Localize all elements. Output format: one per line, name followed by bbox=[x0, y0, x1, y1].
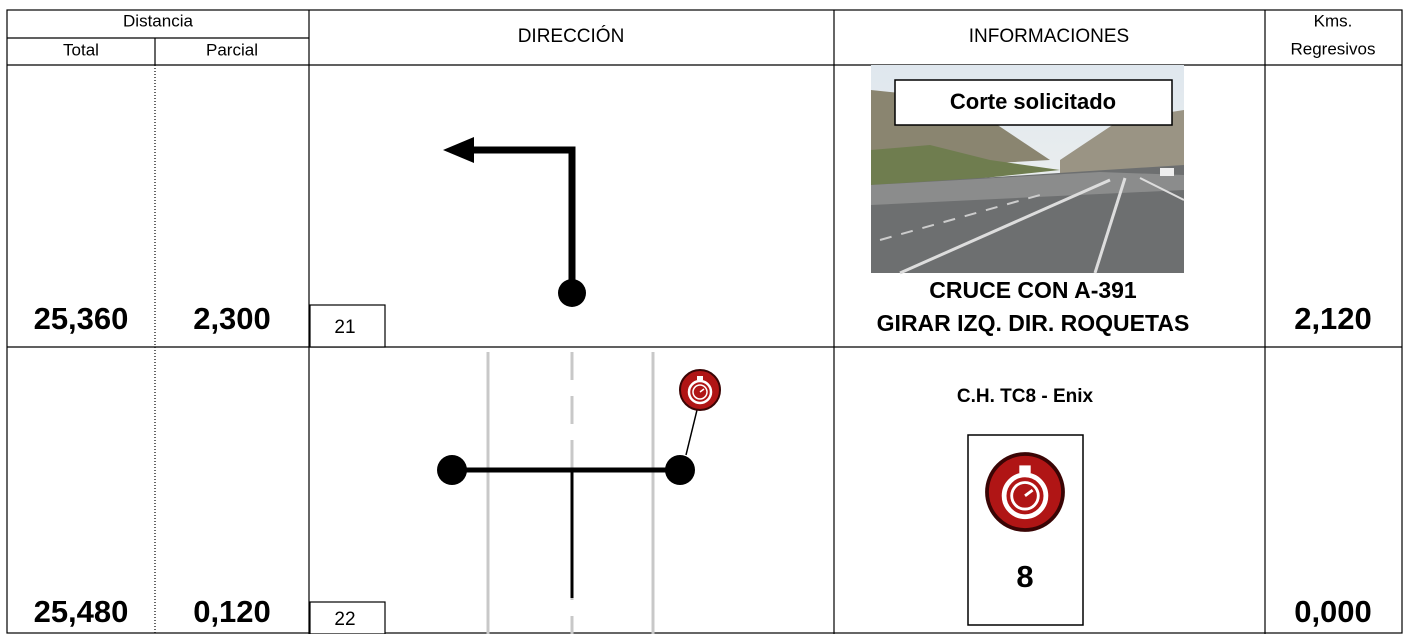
partial: 2,300 bbox=[193, 301, 271, 336]
junction-diagram bbox=[437, 352, 722, 634]
total: 25,360 bbox=[34, 301, 129, 336]
header-total: Total bbox=[63, 40, 99, 59]
turn-left-arrow bbox=[443, 137, 586, 307]
timer-icon bbox=[987, 454, 1063, 530]
remaining: 2,120 bbox=[1294, 301, 1372, 336]
partial: 0,120 bbox=[193, 594, 271, 629]
info-line: GIRAR IZQ. DIR. ROQUETAS bbox=[877, 310, 1190, 336]
info-line: CRUCE CON A-391 bbox=[929, 277, 1137, 303]
info-box bbox=[894, 79, 1173, 126]
header-distance: Distancia bbox=[123, 11, 193, 30]
info-title: C.H. TC8 - Enix bbox=[957, 386, 1094, 407]
step-box bbox=[309, 304, 386, 348]
header-kms: Regresivos bbox=[1290, 39, 1375, 58]
total: 25,480 bbox=[34, 594, 129, 629]
info-box-text: 8 bbox=[1016, 559, 1033, 594]
step-box bbox=[309, 601, 386, 634]
header-direction: DIRECCIÓN bbox=[518, 25, 625, 47]
header-partial: Parcial bbox=[206, 40, 258, 59]
info-box-text: Corte solicitado bbox=[950, 89, 1116, 114]
header-info: INFORMACIONES bbox=[969, 26, 1129, 47]
header-kms: Kms. bbox=[1314, 11, 1353, 30]
step-number: 22 bbox=[334, 609, 355, 630]
step-number: 21 bbox=[334, 317, 355, 338]
remaining: 0,000 bbox=[1294, 594, 1372, 629]
